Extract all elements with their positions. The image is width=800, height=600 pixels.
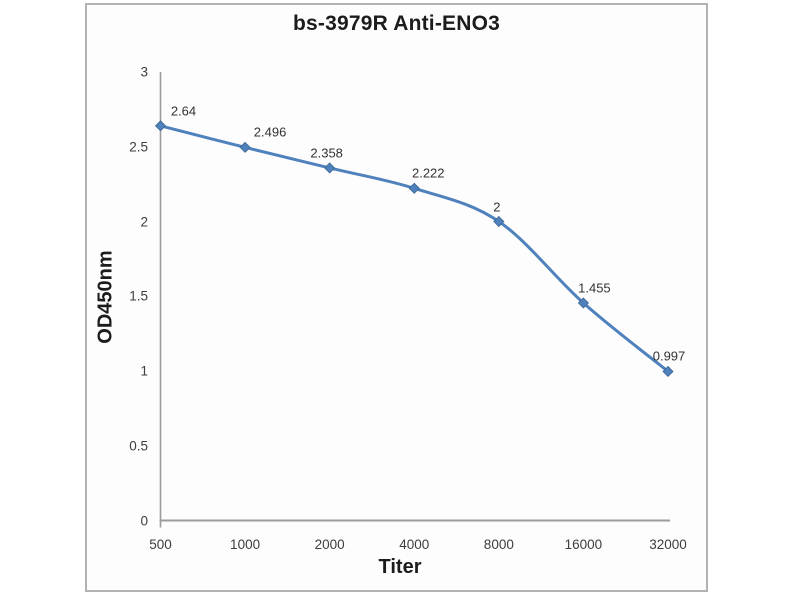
data-label-8000: 2 (493, 199, 501, 214)
x-axis-title: Titer (378, 556, 422, 578)
x-tick-label-16000: 16000 (564, 537, 603, 552)
y-tick-label-3: 3 (140, 64, 148, 80)
y-tick-label-1.5: 1.5 (129, 288, 148, 304)
data-label-2000: 2.358 (310, 145, 343, 161)
data-point-marker-8000 (493, 215, 505, 228)
data-label-4000: 2.222 (411, 165, 445, 181)
x-tick-label-8000: 8000 (483, 537, 514, 552)
y-tick-label-0.5: 0.5 (129, 438, 148, 454)
chart-title: bs-3979R Anti-ENO3 (292, 12, 501, 35)
chart-frame (85, 3, 708, 592)
data-point-marker-32000 (662, 365, 674, 378)
data-point-marker-4000 (408, 182, 420, 194)
y-tick-label-0: 0 (140, 513, 148, 528)
data-label-1000: 2.496 (253, 124, 287, 140)
data-point-marker-500 (154, 120, 167, 132)
data-label-16000: 1.455 (578, 280, 611, 296)
x-tick-label-4000: 4000 (399, 537, 430, 552)
data-label-32000: 0.997 (652, 348, 686, 364)
series-line (159, 124, 670, 373)
x-tick-label-1000: 1000 (230, 537, 261, 552)
y-tick-label-1: 1 (140, 363, 148, 379)
data-point-marker-2000 (324, 162, 336, 174)
x-tick-label-500: 500 (149, 537, 172, 552)
data-point-marker-1000 (239, 141, 251, 153)
data-point-marker-16000 (577, 297, 589, 309)
y-tick-label-2.5: 2.5 (129, 139, 148, 155)
x-tick-label-32000: 32000 (649, 537, 687, 552)
data-label-500: 2.64 (170, 103, 197, 119)
x-tick-label-2000: 2000 (314, 537, 345, 552)
y-tick-label-2: 2 (140, 214, 148, 229)
